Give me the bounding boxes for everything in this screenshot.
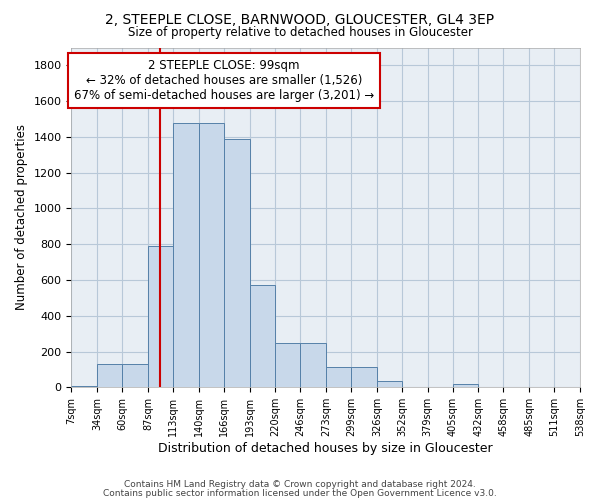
Text: Contains public sector information licensed under the Open Government Licence v3: Contains public sector information licen… xyxy=(103,488,497,498)
Bar xyxy=(377,381,402,388)
Text: 2 STEEPLE CLOSE: 99sqm
← 32% of detached houses are smaller (1,526)
67% of semi-: 2 STEEPLE CLOSE: 99sqm ← 32% of detached… xyxy=(74,59,374,102)
Bar xyxy=(351,367,377,388)
Bar xyxy=(301,342,326,388)
Y-axis label: Number of detached properties: Number of detached properties xyxy=(15,124,28,310)
Bar xyxy=(122,364,148,388)
X-axis label: Distribution of detached houses by size in Gloucester: Distribution of detached houses by size … xyxy=(158,442,493,455)
Bar xyxy=(148,246,173,388)
Bar xyxy=(199,122,224,388)
Bar xyxy=(326,367,351,388)
Bar xyxy=(224,138,250,388)
Bar xyxy=(250,286,275,388)
Text: Size of property relative to detached houses in Gloucester: Size of property relative to detached ho… xyxy=(128,26,473,39)
Bar xyxy=(452,384,478,388)
Text: 2, STEEPLE CLOSE, BARNWOOD, GLOUCESTER, GL4 3EP: 2, STEEPLE CLOSE, BARNWOOD, GLOUCESTER, … xyxy=(106,12,494,26)
Bar xyxy=(71,386,97,388)
Bar xyxy=(97,364,122,388)
Text: Contains HM Land Registry data © Crown copyright and database right 2024.: Contains HM Land Registry data © Crown c… xyxy=(124,480,476,489)
Bar xyxy=(173,122,199,388)
Bar xyxy=(275,342,301,388)
